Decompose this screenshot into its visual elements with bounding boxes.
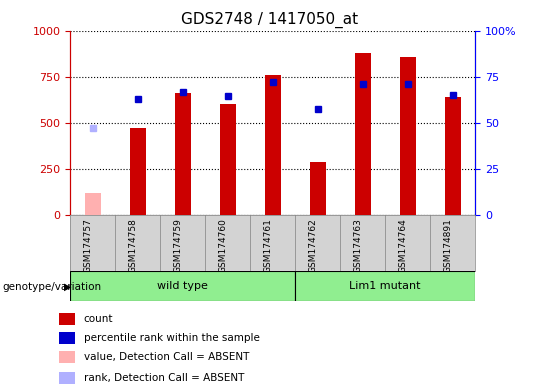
FancyBboxPatch shape: [59, 313, 75, 325]
Text: GDS2748 / 1417050_at: GDS2748 / 1417050_at: [181, 12, 359, 28]
Text: GSM174763: GSM174763: [354, 218, 363, 273]
Text: percentile rank within the sample: percentile rank within the sample: [84, 333, 260, 343]
Bar: [130, 128, 146, 215]
Bar: [220, 104, 235, 215]
Bar: [295, 271, 475, 301]
Bar: [85, 193, 100, 215]
Text: GSM174761: GSM174761: [264, 218, 273, 273]
Bar: [70, 271, 295, 301]
Text: GSM174758: GSM174758: [129, 218, 138, 273]
Text: GSM174891: GSM174891: [444, 218, 453, 273]
FancyBboxPatch shape: [59, 332, 75, 344]
Bar: [265, 75, 281, 215]
Text: GSM174764: GSM174764: [399, 218, 408, 273]
Bar: [445, 97, 461, 215]
Bar: [310, 162, 326, 215]
Text: GSM174759: GSM174759: [174, 218, 183, 273]
Text: rank, Detection Call = ABSENT: rank, Detection Call = ABSENT: [84, 373, 244, 383]
Text: Lim1 mutant: Lim1 mutant: [349, 281, 421, 291]
FancyBboxPatch shape: [59, 372, 75, 384]
Text: GSM174760: GSM174760: [219, 218, 228, 273]
Bar: [175, 93, 191, 215]
Bar: [400, 56, 416, 215]
Text: genotype/variation: genotype/variation: [3, 282, 102, 292]
Text: count: count: [84, 314, 113, 324]
Text: value, Detection Call = ABSENT: value, Detection Call = ABSENT: [84, 352, 249, 362]
Bar: [355, 53, 370, 215]
Text: wild type: wild type: [157, 281, 208, 291]
Text: GSM174762: GSM174762: [309, 218, 318, 273]
Text: ▶: ▶: [64, 282, 71, 292]
Text: GSM174757: GSM174757: [84, 218, 93, 273]
FancyBboxPatch shape: [59, 351, 75, 363]
